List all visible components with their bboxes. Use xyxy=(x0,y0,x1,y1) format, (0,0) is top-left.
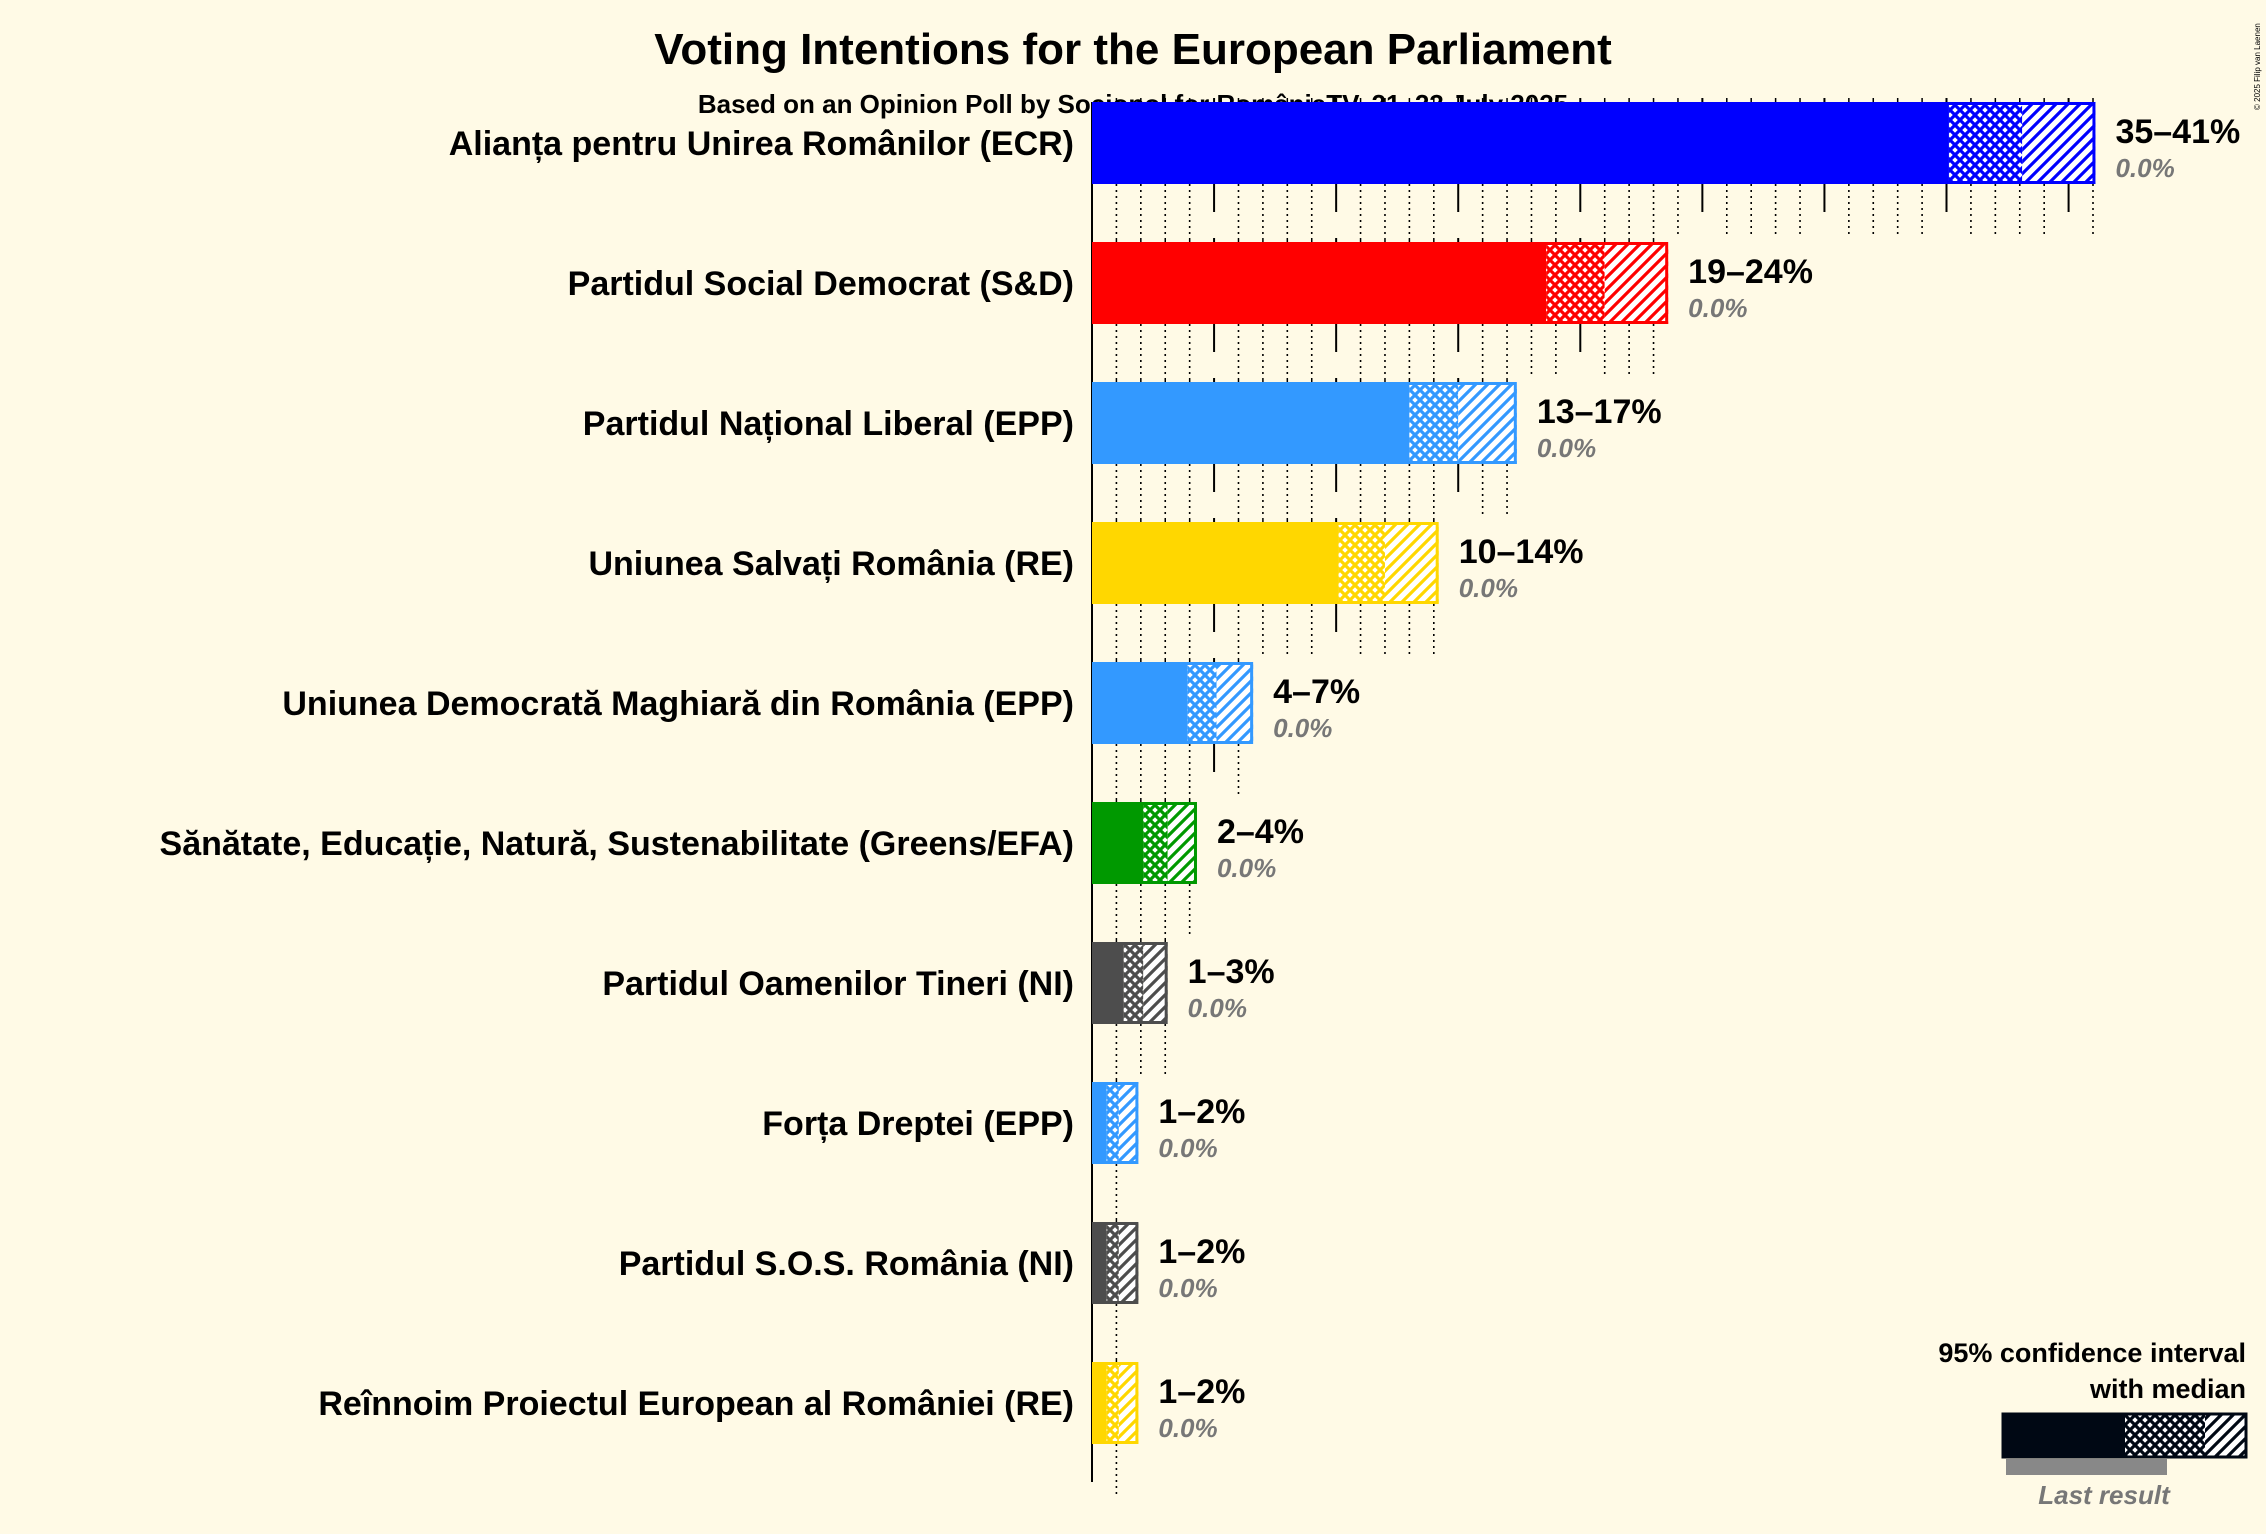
legend: 95% confidence interval with median Last… xyxy=(1938,1338,2248,1510)
bar-ci-upper xyxy=(1118,1362,1139,1444)
bar-solid xyxy=(1092,522,1339,604)
bar-outline xyxy=(1092,1082,1139,1164)
party-label: Uniunea Democrată Maghiară din România (… xyxy=(282,685,1074,723)
bar-outline xyxy=(1092,942,1168,1024)
bar-ci-lower xyxy=(1338,522,1385,604)
party-label: Reînnoim Proiectul European al României … xyxy=(318,1385,1074,1423)
range-label: 35–41% xyxy=(2115,113,2240,151)
range-label: 13–17% xyxy=(1537,393,1662,431)
last-result-label: 0.0% xyxy=(1688,293,1747,323)
range-label: 10–14% xyxy=(1459,533,1584,571)
last-result-label: 0.0% xyxy=(1188,993,1247,1023)
bar-solid xyxy=(1092,1082,1107,1164)
bar-solid xyxy=(1092,382,1410,464)
bar-outline xyxy=(1092,382,1517,464)
bar-solid xyxy=(1092,102,1949,184)
bar-solid xyxy=(1092,1222,1107,1304)
last-result-label: 0.0% xyxy=(1537,433,1596,463)
legend-outline xyxy=(2001,1412,2248,1459)
range-label: 2–4% xyxy=(1217,813,1304,851)
last-result-label: 0.0% xyxy=(1158,1133,1217,1163)
legend-crosshatch-bar xyxy=(2125,1414,2205,1457)
bar-solid xyxy=(1092,802,1144,884)
last-result-label: 0.0% xyxy=(1217,853,1276,883)
legend-line-1: 95% confidence interval xyxy=(1938,1338,2246,1368)
legend-line-2: with median xyxy=(2089,1374,2246,1404)
bar-ci-upper xyxy=(1384,522,1439,604)
bar-outline xyxy=(1092,802,1197,884)
party-label: Sănătate, Educație, Natură, Sustenabilit… xyxy=(160,825,1074,863)
legend-last-result-label: Last result xyxy=(2038,1480,2171,1510)
last-result-label: 0.0% xyxy=(1459,573,1518,603)
bar-ci-upper xyxy=(1118,1222,1139,1304)
bar-outline xyxy=(1092,102,2096,184)
party-label: Alianța pentru Unirea Românilor (ECR) xyxy=(449,125,1074,163)
bar-ci-lower xyxy=(1948,102,2023,184)
bar-solid xyxy=(1092,242,1547,324)
bar-ci-upper xyxy=(1143,942,1168,1024)
last-result-label: 0.0% xyxy=(1158,1413,1217,1443)
bar-ci-upper xyxy=(1216,662,1254,744)
bar-solid xyxy=(1092,942,1124,1024)
range-label: 1–2% xyxy=(1158,1093,1245,1131)
bar-ci-lower xyxy=(1187,662,1217,744)
legend-diagonal-bar xyxy=(2205,1414,2246,1457)
bar-outline xyxy=(1092,522,1439,604)
bar-ci-lower xyxy=(1106,1082,1119,1164)
legend-solid-bar xyxy=(2003,1414,2125,1457)
last-result-label: 0.0% xyxy=(2115,153,2174,183)
bar-solid xyxy=(1092,1362,1107,1444)
bar-solid xyxy=(1092,662,1188,744)
bar-ci-upper xyxy=(1458,382,1517,464)
copyright-text: © 2025 Filip van Laenen xyxy=(2253,23,2262,110)
chart-title: Voting Intentions for the European Parli… xyxy=(654,25,1612,74)
range-label: 1–2% xyxy=(1158,1373,1245,1411)
last-result-label: 0.0% xyxy=(1158,1273,1217,1303)
bar-ci-lower xyxy=(1123,942,1144,1024)
party-label: Uniunea Salvați România (RE) xyxy=(588,545,1074,583)
bar-ci-upper xyxy=(1118,1082,1139,1164)
bar-outline xyxy=(1092,1362,1139,1444)
party-label: Forța Dreptei (EPP) xyxy=(762,1105,1074,1143)
bar-ci-lower xyxy=(1546,242,1605,324)
range-label: 4–7% xyxy=(1273,673,1360,711)
bar-ci-lower xyxy=(1106,1222,1119,1304)
bar-ci-upper xyxy=(1167,802,1197,884)
range-label: 19–24% xyxy=(1688,253,1813,291)
last-result-label: 0.0% xyxy=(1273,713,1332,743)
bar-ci-lower xyxy=(1143,802,1168,884)
bars-group: Alianța pentru Unirea Românilor (ECR) 35–… xyxy=(160,98,2240,1498)
bar-ci-lower xyxy=(1106,1362,1119,1444)
bar-outline xyxy=(1092,662,1254,744)
bar-ci-upper xyxy=(2022,102,2096,184)
party-label: Partidul Oamenilor Tineri (NI) xyxy=(602,965,1074,1003)
bar-ci-lower xyxy=(1409,382,1459,464)
range-label: 1–3% xyxy=(1188,953,1275,991)
bar-outline xyxy=(1092,1222,1139,1304)
legend-last-result-bar xyxy=(2006,1459,2167,1475)
range-label: 1–2% xyxy=(1158,1233,1245,1271)
party-label: Partidul Social Democrat (S&D) xyxy=(568,265,1074,303)
bar-outline xyxy=(1092,242,1669,324)
bar-ci-upper xyxy=(1604,242,1669,324)
party-label: Partidul Național Liberal (EPP) xyxy=(583,405,1074,443)
party-label: Partidul S.O.S. România (NI) xyxy=(619,1245,1074,1283)
